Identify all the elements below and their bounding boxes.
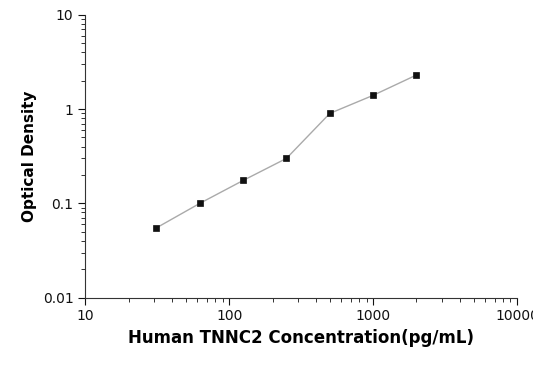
Y-axis label: Optical Density: Optical Density (22, 90, 37, 222)
X-axis label: Human TNNC2 Concentration(pg/mL): Human TNNC2 Concentration(pg/mL) (128, 329, 474, 347)
